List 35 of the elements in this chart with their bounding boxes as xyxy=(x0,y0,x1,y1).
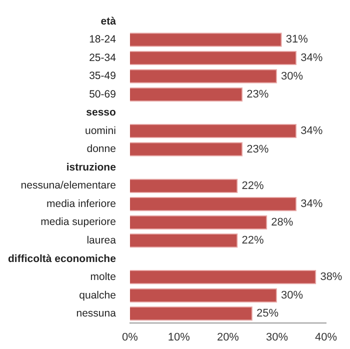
y-tick-label: 18-24 xyxy=(89,34,116,46)
data-label: 34% xyxy=(300,198,323,210)
y-tick-label: sesso xyxy=(86,106,116,119)
y-tick-label: donne xyxy=(86,143,116,156)
y-tick-label: nessuna xyxy=(76,308,116,320)
y-tick-label: media superiore xyxy=(40,216,116,228)
x-tick-label: 20% xyxy=(216,331,240,344)
data-label: 25% xyxy=(256,308,279,320)
x-tick-label: 30% xyxy=(266,331,288,344)
y-tick-label: nessuna/elementare xyxy=(20,180,116,192)
data-label: 38% xyxy=(320,271,342,284)
data-label: 30% xyxy=(280,289,304,302)
x-tick-label: 40% xyxy=(314,331,338,344)
data-label: 22% xyxy=(242,234,264,247)
x-tick-label: 0% xyxy=(122,331,138,344)
y-tick-label: 25-34 xyxy=(89,52,116,64)
y-tick-label: qualche xyxy=(79,289,116,302)
data-label: 30% xyxy=(280,70,304,82)
data-label: 23% xyxy=(246,88,269,101)
y-tick-label: difficoltà economiche xyxy=(8,252,116,265)
data-label: 34% xyxy=(300,52,323,64)
x-tick-label: 10% xyxy=(168,331,190,344)
data-label: 34% xyxy=(300,125,323,138)
y-tick-label: laurea xyxy=(86,234,116,246)
y-tick-label: media inferiore xyxy=(46,198,116,210)
data-label: 23% xyxy=(246,143,269,156)
data-label: 22% xyxy=(242,180,264,192)
y-tick-label: uomini xyxy=(84,124,116,137)
y-tick-label: 50-69 xyxy=(89,88,116,100)
y-tick-label: età xyxy=(100,15,116,28)
y-tick-label: molte xyxy=(90,271,116,284)
y-tick-label: 35-49 xyxy=(89,70,116,82)
data-label: 28% xyxy=(271,216,294,228)
data-label: 31% xyxy=(286,34,308,46)
y-tick-label: istruzione xyxy=(66,161,116,174)
